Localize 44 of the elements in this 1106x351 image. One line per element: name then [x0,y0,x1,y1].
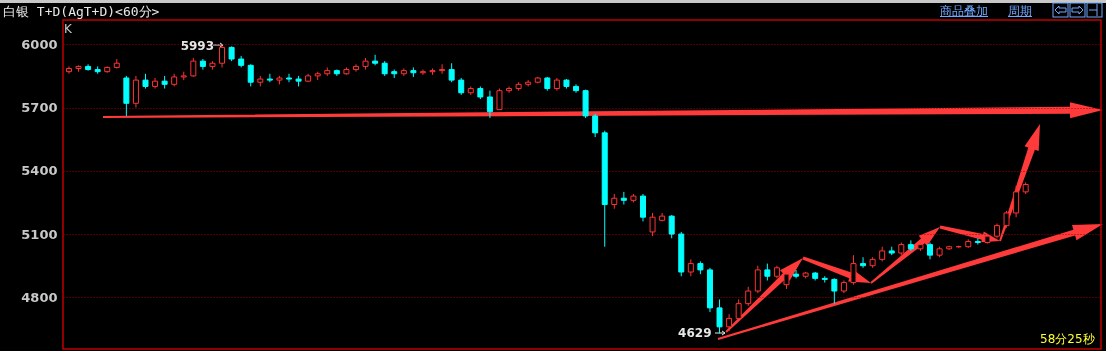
candlestick [190,57,197,78]
candlestick [152,77,159,90]
candlestick [1013,185,1020,218]
candlestick [907,239,914,252]
candlestick [592,113,599,138]
candlestick [219,45,226,68]
annotation: 5993 [180,38,215,53]
text: 周期 [1008,3,1032,20]
text: 商品叠加 [940,3,988,20]
candlestick [745,286,752,307]
candlestick [649,212,656,237]
candlestick [352,63,359,73]
y-tick-label: 6000 [21,36,58,52]
candlestick [860,256,867,269]
y-tick-label: 4800 [21,289,58,305]
candlestick [735,298,742,322]
candlestick [793,269,800,279]
candlestick [486,90,493,119]
candlestick [573,83,580,94]
candlestick [266,73,273,83]
candlestick [247,63,254,87]
chart-title: 白银 T+D(AgT+D)<60分> [3,3,160,21]
candlestick [286,73,292,83]
candlestick [639,193,646,222]
annotation: 4629 [678,326,712,341]
y-tick-label: 5100 [21,226,58,242]
candlestick [754,265,761,294]
candlestick [831,277,838,305]
candlestick [506,85,513,94]
candlestick [496,88,503,111]
candlestick [448,62,455,83]
candlestick [372,54,379,66]
candlestick [439,63,446,75]
candlestick [85,63,92,72]
candlestick [132,75,139,109]
candlestick [668,214,675,239]
candlestick [620,191,627,206]
y-tick-label: 5400 [21,163,58,179]
candlestick [850,254,857,286]
annotation: K [64,22,72,36]
text: 58分25秒 [1040,331,1095,348]
y-tick-label: 5700 [21,100,58,116]
candlestick [419,69,426,76]
candlestick [65,65,72,75]
